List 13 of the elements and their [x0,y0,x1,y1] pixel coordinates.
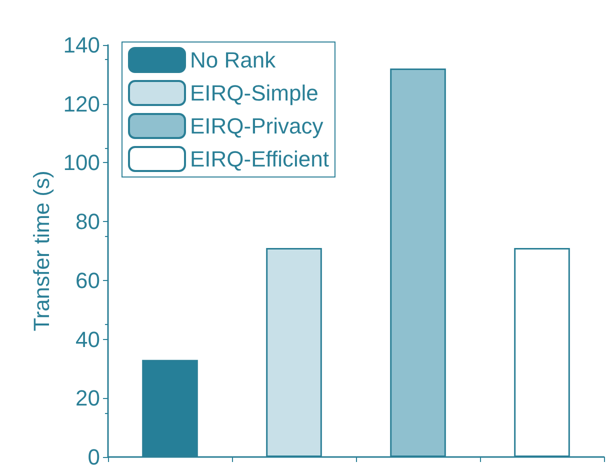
y-axis-title: Transfer time (s) [28,170,54,332]
y-tick-label: 0 [88,444,100,468]
legend-label: EIRQ-Simple [190,80,318,106]
y-tick-label: 40 [76,326,100,352]
y-tick-label: 20 [76,386,100,411]
legend-label: EIRQ-Privacy [190,114,324,138]
legend-label: EIRQ-Efficient [190,146,329,172]
y-tick-label: 120 [63,91,100,116]
y-tick-label: 100 [63,150,100,176]
y-tick-label: 140 [63,32,100,58]
y-tick-label: 80 [76,209,100,234]
y-tick-label: 60 [76,268,100,293]
legend-label: No Rank [190,48,277,72]
